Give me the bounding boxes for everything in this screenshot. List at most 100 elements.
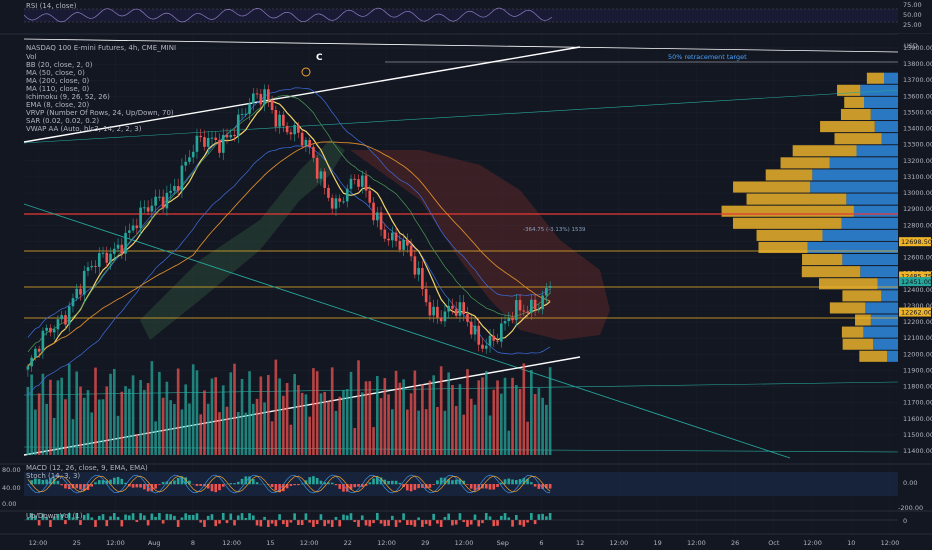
legend-line[interactable]: MA (50, close, 0): [26, 69, 85, 77]
legend-line[interactable]: SAR (0.02, 0.02, 0.2): [26, 117, 99, 125]
macd-bar: [124, 482, 127, 485]
macd-bar: [165, 481, 169, 485]
candle-body: [105, 252, 109, 263]
volume-bar: [447, 372, 450, 455]
updown-bar: [349, 513, 353, 520]
rsi-pane[interactable]: RSI (14, close) 75.00 50.00 25.00: [0, 0, 922, 30]
upper-trendline[interactable]: [23, 46, 581, 143]
price-pane[interactable]: C 50% retracement target -364.75 (-3.13%…: [23, 34, 899, 534]
legend-line[interactable]: MA (110, close, 0): [26, 85, 90, 93]
time-axis[interactable]: 12:00 25 12:00 Aug 8 12:00 15 12:00 22 12:00 29 12:…: [29, 539, 900, 547]
macd-bar: [330, 482, 334, 485]
legend-line[interactable]: EMA (8, close, 20): [26, 101, 89, 109]
candle-body: [188, 157, 191, 162]
updown-bar: [49, 520, 52, 527]
macd-bar: [436, 480, 439, 485]
volume-bar: [330, 367, 334, 455]
y-tick-label: 12900.00: [903, 205, 932, 213]
updown-bar: [537, 514, 541, 520]
price-axis[interactable]: USD 13900.00 13800.00 13700.00 13600.00 1350…: [898, 34, 932, 464]
y-tick-label: 12000.00: [903, 350, 932, 358]
macd-bar: [206, 484, 210, 489]
volume-bar: [342, 390, 345, 455]
rsi-tick-25: 25.00: [903, 21, 922, 29]
macd-bar: [518, 479, 522, 485]
y-tick-label: 11900.00: [903, 366, 932, 374]
profile-bar-up: [841, 217, 898, 229]
candle-body: [421, 268, 424, 290]
updown-bar: [60, 514, 64, 520]
price-tag-label: 12262.00: [901, 308, 932, 316]
macd-bar: [297, 484, 300, 486]
volume-bar: [503, 377, 507, 455]
updown-bar: [357, 520, 360, 527]
teal-trendline-2[interactable]: [23, 89, 899, 144]
macd-bar: [372, 478, 375, 485]
updown-bar: [398, 520, 402, 523]
macd-bar: [451, 480, 454, 485]
x-tick-label: 6: [539, 539, 543, 547]
macd-bar: [499, 482, 503, 485]
candle-body: [319, 171, 323, 179]
macd-stoch-pane[interactable]: MACD (12, 26, close, 9, EMA, EMA) Stoch …: [2, 464, 923, 512]
legend-line[interactable]: VWAP AA (Auto, hlc3, 14, 2, 2, 3): [26, 125, 142, 133]
x-tick-label: 12:00: [222, 539, 241, 547]
macd-bar: [507, 478, 511, 485]
top-trendline[interactable]: [23, 38, 899, 53]
profile-bar-down: [819, 278, 878, 290]
candle-body: [26, 366, 30, 370]
updown-bar: [263, 516, 266, 520]
updown-bar: [143, 515, 146, 520]
macd-bar: [60, 484, 64, 486]
macd-bar: [45, 479, 48, 485]
legend-line[interactable]: Vol: [26, 53, 37, 61]
candle-body: [518, 300, 522, 311]
macd-bar: [443, 477, 447, 485]
y-tick-label: 13200.00: [903, 157, 932, 165]
macd-bar: [432, 484, 435, 485]
wave-c-marker[interactable]: [301, 67, 311, 77]
profile-bar-up: [853, 205, 898, 217]
macd-bar: [454, 479, 458, 485]
updown-vol-pane[interactable]: Up/Down Vol (1) 0: [24, 512, 907, 527]
updown-bar: [334, 516, 338, 520]
candle-body: [210, 137, 214, 139]
legend-line[interactable]: VRVP (Number Of Rows, 24, Up/Down, 70): [26, 109, 174, 117]
volume-bar: [270, 421, 274, 455]
legend-line[interactable]: MA (200, close, 0): [26, 77, 90, 85]
legend-line[interactable]: BB (20, close, 2, 0): [26, 61, 93, 69]
y-tick-label: 12600.00: [903, 254, 932, 262]
updown-bar: [105, 520, 109, 527]
macd-bar: [184, 477, 187, 485]
legend-line[interactable]: Ichimoku (9, 26, 52, 26): [26, 93, 110, 101]
candle-body: [56, 319, 60, 330]
updown-bar: [387, 520, 390, 526]
updown-bar: [30, 513, 33, 520]
updown-bar: [79, 520, 82, 526]
candle-body: [274, 109, 278, 127]
symbol-title[interactable]: NASDAQ 100 E-mini Futures, 4h, CME_MINI: [26, 44, 176, 52]
candle-body: [417, 268, 420, 275]
volume-bar: [218, 412, 221, 455]
volume-bar: [289, 424, 293, 455]
volume-bar: [82, 397, 86, 455]
updown-bar: [26, 518, 30, 520]
updown-bar: [545, 516, 548, 520]
candle-body: [406, 239, 409, 246]
candle-body: [488, 335, 492, 346]
volume-bar: [334, 410, 338, 455]
profile-bar-down: [842, 290, 882, 302]
volume-bar: [49, 379, 52, 455]
volume-bar: [417, 410, 420, 455]
volume-bar: [240, 378, 244, 455]
volume-bar: [169, 400, 172, 455]
volume-bar: [315, 371, 319, 455]
volume-bar: [116, 415, 120, 455]
macd-bar: [417, 484, 420, 489]
candle-body: [424, 289, 428, 303]
volume-bar: [345, 389, 349, 455]
teal-trendline-1[interactable]: [23, 203, 791, 459]
updown-bar: [259, 520, 263, 527]
updown-bar: [154, 516, 157, 520]
